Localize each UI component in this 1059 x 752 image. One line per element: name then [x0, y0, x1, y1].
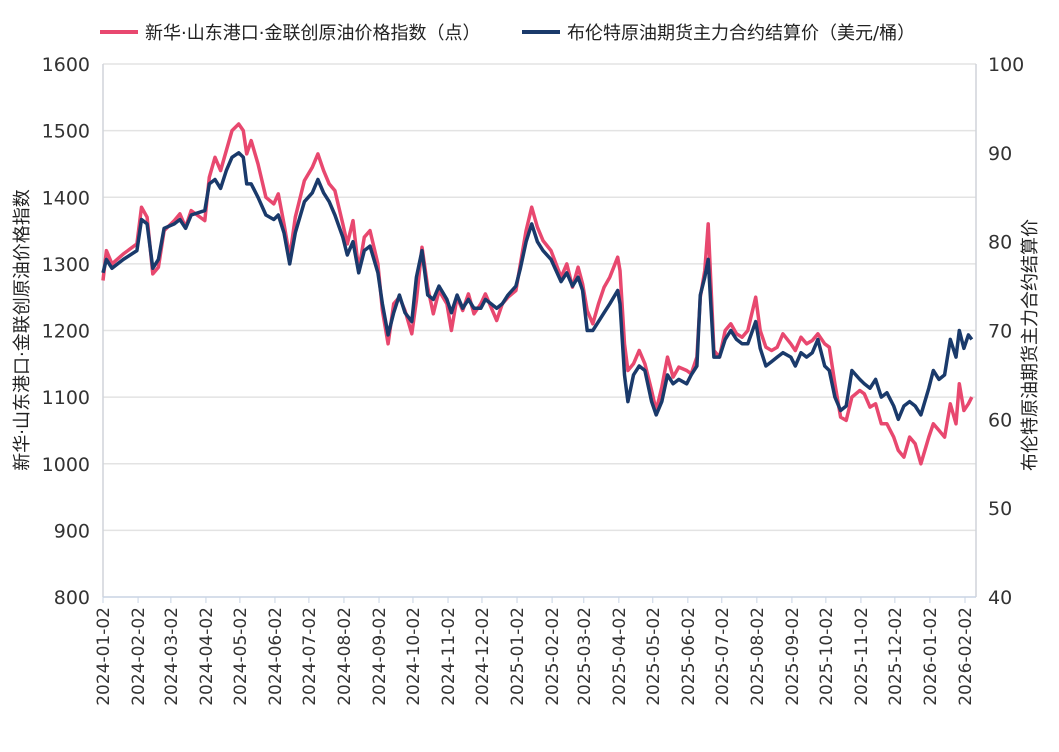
left-tick-label: 900 [54, 520, 90, 542]
x-axis-ticks: 2024-01-02 2024-02-02 2024-03-02 2024-04-02… [94, 597, 976, 706]
right-tick-label: 90 [988, 143, 1012, 165]
x-tick-label: 2024-08-02 [335, 607, 355, 706]
legend-label-brent: 布伦特原油期货主力合约结算价（美元/桶） [567, 23, 915, 44]
x-tick-label: 2024-04-02 [197, 607, 217, 706]
x-tick-label: 2024-11-02 [439, 607, 459, 706]
right-axis-label: 布伦特原油期货主力合约结算价 [1020, 219, 1041, 471]
x-tick-label: 2024-06-02 [266, 607, 286, 706]
x-tick-label: 2025-02-02 [543, 607, 563, 706]
legend: 新华·山东港口·金联创原油价格指数（点） 布伦特原油期货主力合约结算价（美元/桶… [100, 23, 915, 44]
x-tick-label: 2025-05-02 [644, 607, 664, 706]
right-tick-label: 70 [988, 321, 1012, 343]
left-tick-label: 1000 [42, 454, 90, 476]
series-line-index [101, 122, 974, 466]
x-tick-label: 2025-11-02 [852, 607, 872, 706]
right-tick-label: 50 [988, 498, 1012, 520]
x-tick-label: 2024-02-02 [129, 607, 149, 706]
left-axis-ticks: 800 900 1000 1100 1200 1300 1400 1500 1600 [42, 54, 90, 609]
series-lines [101, 122, 974, 466]
x-tick-label: 2025-01-02 [508, 607, 528, 706]
right-axis-ticks: 40 50 60 70 80 90 100 [988, 54, 1024, 609]
legend-label-index: 新华·山东港口·金联创原油价格指数（点） [145, 23, 480, 44]
x-tick-label: 2026-02-02 [956, 607, 976, 706]
x-tick-label: 2025-08-02 [748, 607, 768, 706]
left-axis-label: 新华·山东港口·金联创原油价格指数 [12, 189, 33, 470]
left-tick-label: 1300 [42, 254, 90, 276]
x-tick-label: 2026-01-02 [921, 607, 941, 706]
x-tick-label: 2025-03-02 [575, 607, 595, 706]
left-tick-label: 800 [54, 587, 90, 609]
series-line-brent [101, 151, 974, 422]
right-tick-label: 60 [988, 409, 1012, 431]
gridlines [103, 63, 976, 532]
x-tick-label: 2025-06-02 [679, 607, 699, 706]
right-tick-label: 100 [988, 54, 1024, 76]
left-tick-label: 1100 [42, 387, 90, 409]
x-tick-label: 2024-09-02 [370, 607, 390, 706]
x-tick-label: 2025-10-02 [817, 607, 837, 706]
x-tick-label: 2024-10-02 [404, 607, 424, 706]
right-tick-label: 40 [988, 587, 1012, 609]
right-tick-label: 80 [988, 232, 1012, 254]
left-tick-label: 1400 [42, 187, 90, 209]
x-tick-label: 2024-03-02 [162, 607, 182, 706]
x-tick-label: 2025-09-02 [783, 607, 803, 706]
x-tick-label: 2025-12-02 [886, 607, 906, 706]
x-tick-label: 2024-01-02 [94, 607, 114, 706]
x-tick-label: 2024-05-02 [231, 607, 251, 706]
left-tick-label: 1600 [42, 54, 90, 76]
x-tick-label: 2025-04-02 [610, 607, 630, 706]
x-tick-label: 2024-07-02 [300, 607, 320, 706]
left-tick-label: 1200 [42, 321, 90, 343]
x-tick-label: 2024-12-02 [473, 607, 493, 706]
x-tick-label: 2025-07-02 [713, 607, 733, 706]
left-tick-label: 1500 [42, 121, 90, 143]
